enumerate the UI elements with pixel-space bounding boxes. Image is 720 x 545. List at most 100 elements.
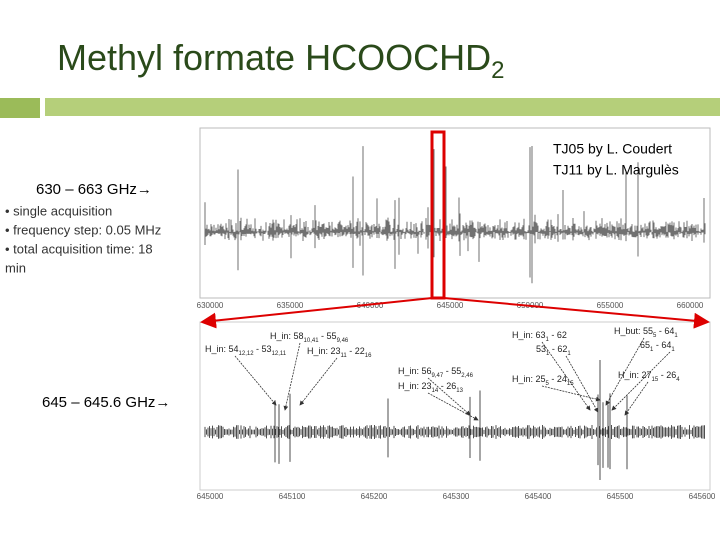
annotation-text: H_in: 54	[205, 344, 239, 354]
annotation-text: - 64	[653, 340, 671, 350]
credit: TJ11 by L. Margulès	[553, 162, 679, 178]
annotation-sub: 1	[546, 351, 550, 357]
slide-title: Methyl formate HCOOCHD2	[57, 37, 504, 85]
bullets: • single acquisition • frequency step: 0.…	[5, 203, 161, 275]
x-tick-label: 655000	[597, 301, 624, 310]
annotation: H_in: 569,47 - 552,46	[398, 366, 474, 378]
x-tick-label: 640000	[357, 301, 384, 310]
annotation-sub: 13	[456, 388, 463, 394]
annotation-sub: 1	[650, 347, 654, 353]
annotation-text: - 55	[443, 366, 461, 376]
annotation-text: H_but: 55	[614, 326, 653, 336]
annotation-sub: 5	[653, 333, 657, 339]
annotation-text: - 53	[254, 344, 272, 354]
annotation: 651 - 641	[640, 340, 675, 352]
annotation-text: 53	[536, 344, 546, 354]
annotation-sub: 4	[676, 377, 680, 383]
credit: TJ05 by L. Coudert	[553, 141, 672, 157]
x-tick-label: 645200	[361, 492, 388, 501]
annotation-text: H_in: 56	[398, 366, 432, 376]
annotation-sub: 15	[652, 377, 659, 383]
annotation: H_in: 2715 - 264	[618, 370, 680, 382]
x-tick-label: 630000	[197, 301, 224, 310]
annotation: H_in: 631 - 62	[512, 330, 567, 342]
annotation-arrow	[541, 385, 601, 402]
annotation-sub: 9,46	[337, 338, 349, 344]
annotation-arrow	[605, 337, 645, 406]
annotation-arrow	[234, 355, 277, 406]
annotation-arrow	[283, 342, 301, 411]
bullet: • single acquisition	[5, 203, 112, 218]
annotation-text: - 22	[347, 346, 365, 356]
annotation-text: H_in: 23	[398, 381, 432, 391]
annotation: 531 - 621	[536, 344, 571, 356]
annotation-sub: 5	[546, 381, 550, 387]
annotation: H_in: 5412,12 - 5312,11	[205, 344, 287, 356]
annotation-arrow	[611, 351, 671, 411]
x-tick-label: 645500	[607, 492, 634, 501]
x-tick-label: 645300	[443, 492, 470, 501]
annotation-text: - 62	[549, 330, 567, 340]
annotation-text: H_in: 27	[618, 370, 652, 380]
annotation-sub: 14	[432, 388, 439, 394]
annotation-sub: 12,11	[272, 351, 287, 357]
annotation: H_in: 255 - 2415	[512, 374, 574, 386]
annotation-sub: 9,47	[432, 373, 444, 379]
annotation-text: H_in: 63	[512, 330, 546, 340]
accent-square	[0, 98, 40, 118]
annotation-arrow	[624, 381, 649, 416]
annotation-text: - 24	[549, 374, 567, 384]
annotation-arrow	[427, 392, 479, 421]
bullet: min	[5, 260, 26, 275]
annotation-arrow	[299, 357, 338, 406]
annotation-text: - 62	[549, 344, 567, 354]
annotation-sub: 11	[341, 353, 348, 359]
x-tick-label: 660000	[677, 301, 704, 310]
annotation-sub: 1	[671, 347, 675, 353]
x-tick-label: 635000	[277, 301, 304, 310]
annotation-sub: 1	[567, 351, 571, 357]
annotation: H_in: 2314 - 2613	[398, 381, 464, 393]
annotation-sub: 1	[546, 337, 550, 343]
range-label: 630 – 663 GHz→	[36, 181, 152, 198]
annotation-text: H_in: 25	[512, 374, 546, 384]
annotation-sub: 2,46	[461, 373, 473, 379]
annotation-sub: 15	[567, 381, 574, 387]
x-tick-label: 645600	[689, 492, 716, 501]
spectrum-trace	[204, 145, 706, 284]
annotation-text: - 26	[658, 370, 676, 380]
title-sub: 2	[491, 57, 504, 84]
zoom-arrow	[443, 297, 710, 329]
annotation-arrow	[427, 377, 471, 416]
annotation-text: - 26	[438, 381, 456, 391]
bullet: • total acquisition time: 18	[5, 241, 153, 256]
spectrum-trace	[204, 360, 705, 480]
upper-frame	[199, 127, 711, 299]
annotation-sub: 10,41	[304, 338, 320, 344]
accent-bar	[45, 98, 720, 116]
annotation-sub: 12,12	[239, 351, 255, 357]
annotation-sub: 1	[674, 333, 678, 339]
zoom-arrow	[200, 297, 433, 329]
zoom-box	[430, 130, 446, 300]
annotation: H_but: 555 - 641	[614, 326, 678, 338]
annotation-arrow	[541, 341, 591, 411]
annotation-text: - 55	[319, 331, 337, 341]
annotation-text: 65	[640, 340, 650, 350]
annotation: H_in: 5810,41 - 559,46	[270, 331, 349, 343]
x-tick-label: 645400	[525, 492, 552, 501]
annotation-text: H_in: 58	[270, 331, 304, 341]
annotation-text: H_in: 23	[307, 346, 341, 356]
x-tick-label: 645100	[279, 492, 306, 501]
bullet: • frequency step: 0.05 MHz	[5, 222, 161, 237]
range-label: 645 – 645.6 GHz→	[42, 394, 170, 411]
lower-frame	[199, 321, 711, 491]
title-text: Methyl formate HCOOCHD	[57, 37, 491, 78]
annotation-arrow	[565, 355, 599, 413]
x-tick-label: 645000	[197, 492, 224, 501]
upper-spectrum: 6300006350006400006450006500006550006600…	[197, 127, 711, 310]
x-tick-label: 645000	[437, 301, 464, 310]
annotation-text: - 64	[656, 326, 674, 336]
lower-spectrum: 645000 645100 645200 645300 645400 645500 6456…	[197, 321, 716, 501]
